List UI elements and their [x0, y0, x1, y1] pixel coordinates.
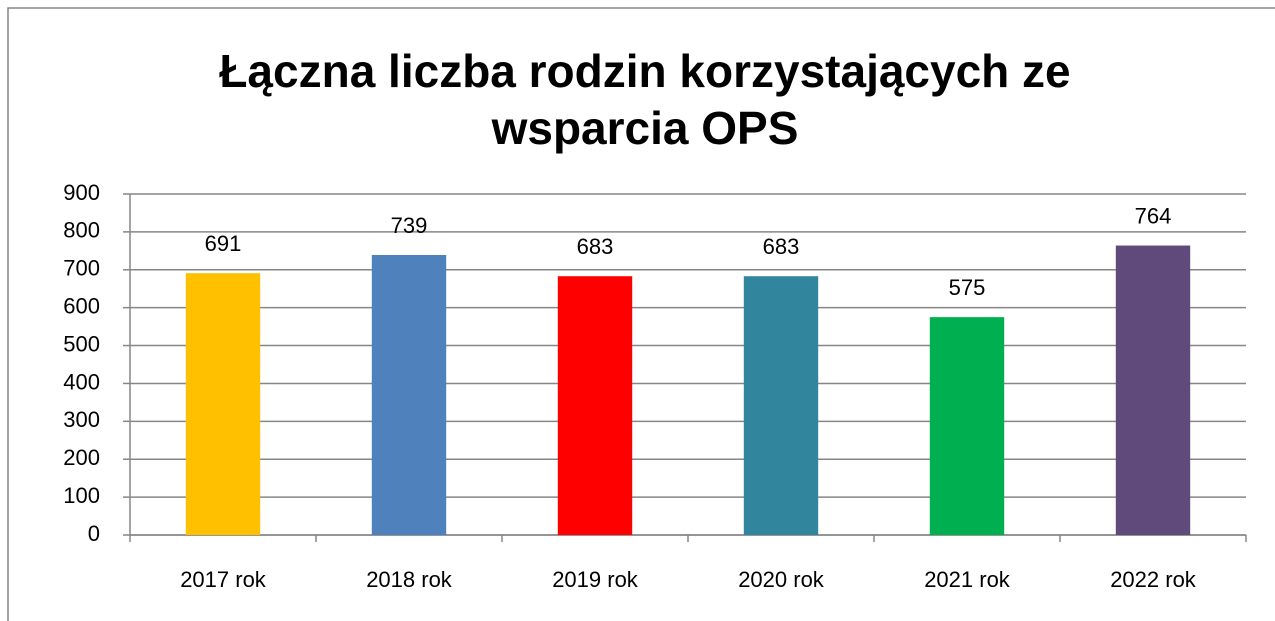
x-tick-label: 2017 rok — [180, 567, 267, 592]
value-label: 764 — [1135, 203, 1172, 228]
y-tick-label: 700 — [63, 256, 100, 281]
y-tick-label: 400 — [63, 369, 100, 394]
y-tick-label: 200 — [63, 445, 100, 470]
bar — [185, 273, 261, 535]
y-tick-label: 800 — [63, 218, 100, 243]
chart-title: wsparcia OPS — [491, 102, 799, 154]
value-label: 739 — [391, 213, 428, 238]
bar — [929, 317, 1005, 535]
x-tick-label: 2019 rok — [552, 567, 639, 592]
bar — [743, 276, 819, 535]
x-tick-label: 2021 rok — [924, 567, 1011, 592]
y-tick-label: 300 — [63, 407, 100, 432]
y-tick-label: 0 — [88, 521, 100, 546]
value-label: 691 — [205, 231, 242, 256]
y-tick-label: 500 — [63, 331, 100, 356]
y-tick-label: 600 — [63, 293, 100, 318]
bar — [1115, 245, 1191, 536]
bar — [371, 255, 447, 536]
x-tick-label: 2020 rok — [738, 567, 825, 592]
chart-title: Łączna liczba rodzin korzystających ze — [219, 45, 1070, 97]
x-tick-label: 2018 rok — [366, 567, 453, 592]
x-tick-label: 2022 rok — [1110, 567, 1197, 592]
y-tick-label: 900 — [63, 180, 100, 205]
bar — [557, 276, 633, 535]
y-tick-label: 100 — [63, 483, 100, 508]
value-label: 683 — [763, 234, 800, 259]
value-label: 575 — [949, 275, 986, 300]
value-label: 683 — [577, 234, 614, 259]
